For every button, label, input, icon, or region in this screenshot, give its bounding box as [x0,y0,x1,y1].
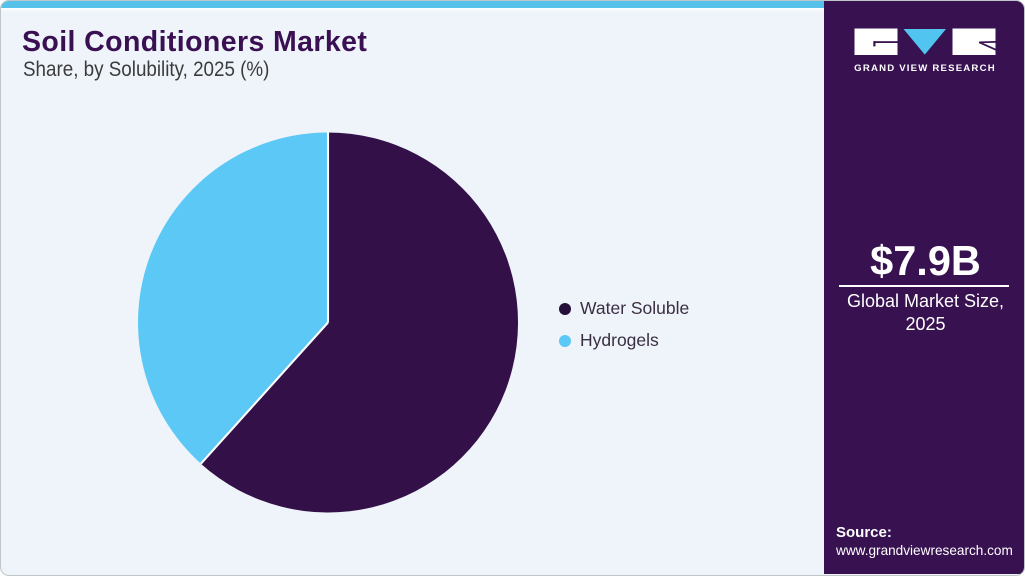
svg-text:GRAND VIEW RESEARCH: GRAND VIEW RESEARCH [854,63,996,74]
